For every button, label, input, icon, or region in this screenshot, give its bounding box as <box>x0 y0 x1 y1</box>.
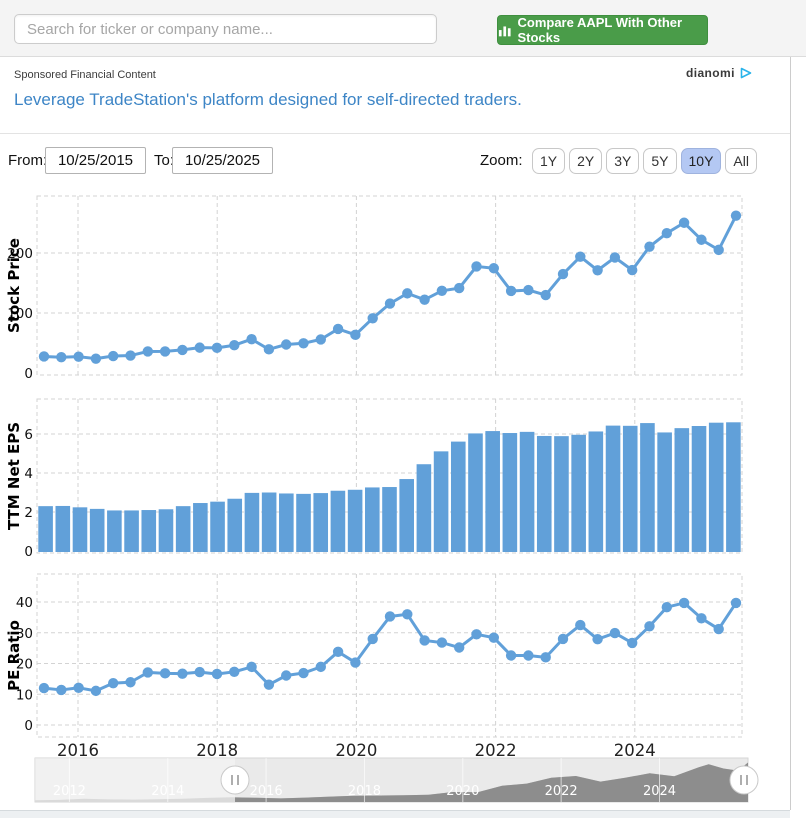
sponsored-ad-headline[interactable]: Leverage TradeStation's platform designe… <box>14 90 522 109</box>
stock-price-chart-markers[interactable] <box>38 210 742 364</box>
divider <box>0 133 790 134</box>
stock-price-chart-line[interactable] <box>42 214 738 361</box>
pe-ratio-chart-markers[interactable] <box>38 597 742 697</box>
ttm-eps-chart-ytick: 2 <box>24 505 33 521</box>
sponsored-section-label: Sponsored Financial Content <box>14 69 156 81</box>
zoom-button-1y[interactable]: 1Y <box>532 148 566 174</box>
nav-handle-right[interactable] <box>729 765 759 795</box>
bar-chart-icon <box>498 25 511 36</box>
zoom-button-5y[interactable]: 5Y <box>643 148 677 174</box>
svg-text:2018: 2018 <box>196 741 238 760</box>
nav-year-label: 2022 <box>545 784 578 799</box>
svg-text:2020: 2020 <box>335 741 377 760</box>
page-border <box>790 57 791 810</box>
stock-price-chart-ytick: 200 <box>7 246 33 262</box>
zoom-button-3y[interactable]: 3Y <box>606 148 640 174</box>
svg-text:2024: 2024 <box>614 741 656 760</box>
to-date-input[interactable] <box>172 147 273 174</box>
nav-year-label: 2014 <box>151 784 184 799</box>
ttm-eps-chart-ytick: 6 <box>24 427 33 443</box>
ttm-eps-chart-ytick: 0 <box>24 544 33 560</box>
pe-ratio-chart-ytick: 10 <box>16 687 33 703</box>
pe-ratio-chart-ytick: 20 <box>16 657 33 673</box>
x-axis-years: 2016 2018 2020 2022 2024 <box>57 741 656 760</box>
stock-price-chart-axis-title: Stock Price <box>5 238 23 333</box>
svg-text:2016: 2016 <box>57 741 99 760</box>
pe-ratio-chart-ytick: 40 <box>16 595 33 611</box>
nav-year-label: 2012 <box>53 784 86 799</box>
footer-strip <box>0 810 790 818</box>
stock-price-chart-ytick: 0 <box>24 366 33 382</box>
pe-ratio-chart-ytick: 30 <box>16 626 33 642</box>
to-label: To: <box>154 152 175 169</box>
eps-bars[interactable] <box>38 422 741 552</box>
compare-stocks-button[interactable]: Compare AAPL With Other Stocks <box>497 15 708 45</box>
from-label: From: <box>8 152 48 169</box>
svg-text:2022: 2022 <box>475 741 517 760</box>
pe-ratio-chart[interactable]: 0 10 20 30 40 PE Ratio <box>5 573 743 738</box>
dianomi-play-icon <box>740 67 752 79</box>
zoom-button-10y[interactable]: 10Y <box>680 148 722 174</box>
dianomi-logo[interactable]: dianomi <box>686 66 753 80</box>
from-date-input[interactable] <box>45 147 146 174</box>
zoom-button-2y[interactable]: 2Y <box>569 148 603 174</box>
pe-ratio-chart-axis-title: PE Ratio <box>5 620 23 691</box>
dianomi-logo-text: dianomi <box>686 66 735 80</box>
zoom-label: Zoom: <box>480 152 523 169</box>
nav-unselected-mask <box>35 758 235 802</box>
nav-year-label: 2024 <box>643 784 676 799</box>
stock-price-chart-ytick: 100 <box>7 306 33 322</box>
search-input[interactable] <box>14 14 437 44</box>
nav-year-label: 2016 <box>250 784 283 799</box>
nav-year-label: 2018 <box>348 784 381 799</box>
nav-handle-left[interactable] <box>220 765 250 795</box>
ttm-eps-chart-axis-title: TTM Net EPS <box>5 422 23 530</box>
top-bar: Compare AAPL With Other Stocks <box>0 0 806 57</box>
nav-area-selected <box>235 762 748 802</box>
zoom-button-all[interactable]: All <box>725 148 757 174</box>
ttm-eps-chart-ytick: 4 <box>24 466 33 482</box>
zoom-button-group: 1Y 2Y 3Y 5Y 10Y All <box>532 148 757 174</box>
range-navigator[interactable]: 2012 2014 2016 2018 2020 2022 2024 <box>34 757 759 803</box>
nav-year-label: 2020 <box>446 784 479 799</box>
pe-ratio-chart-ytick: 0 <box>24 718 33 734</box>
compare-button-label: Compare AAPL With Other Stocks <box>517 15 683 45</box>
